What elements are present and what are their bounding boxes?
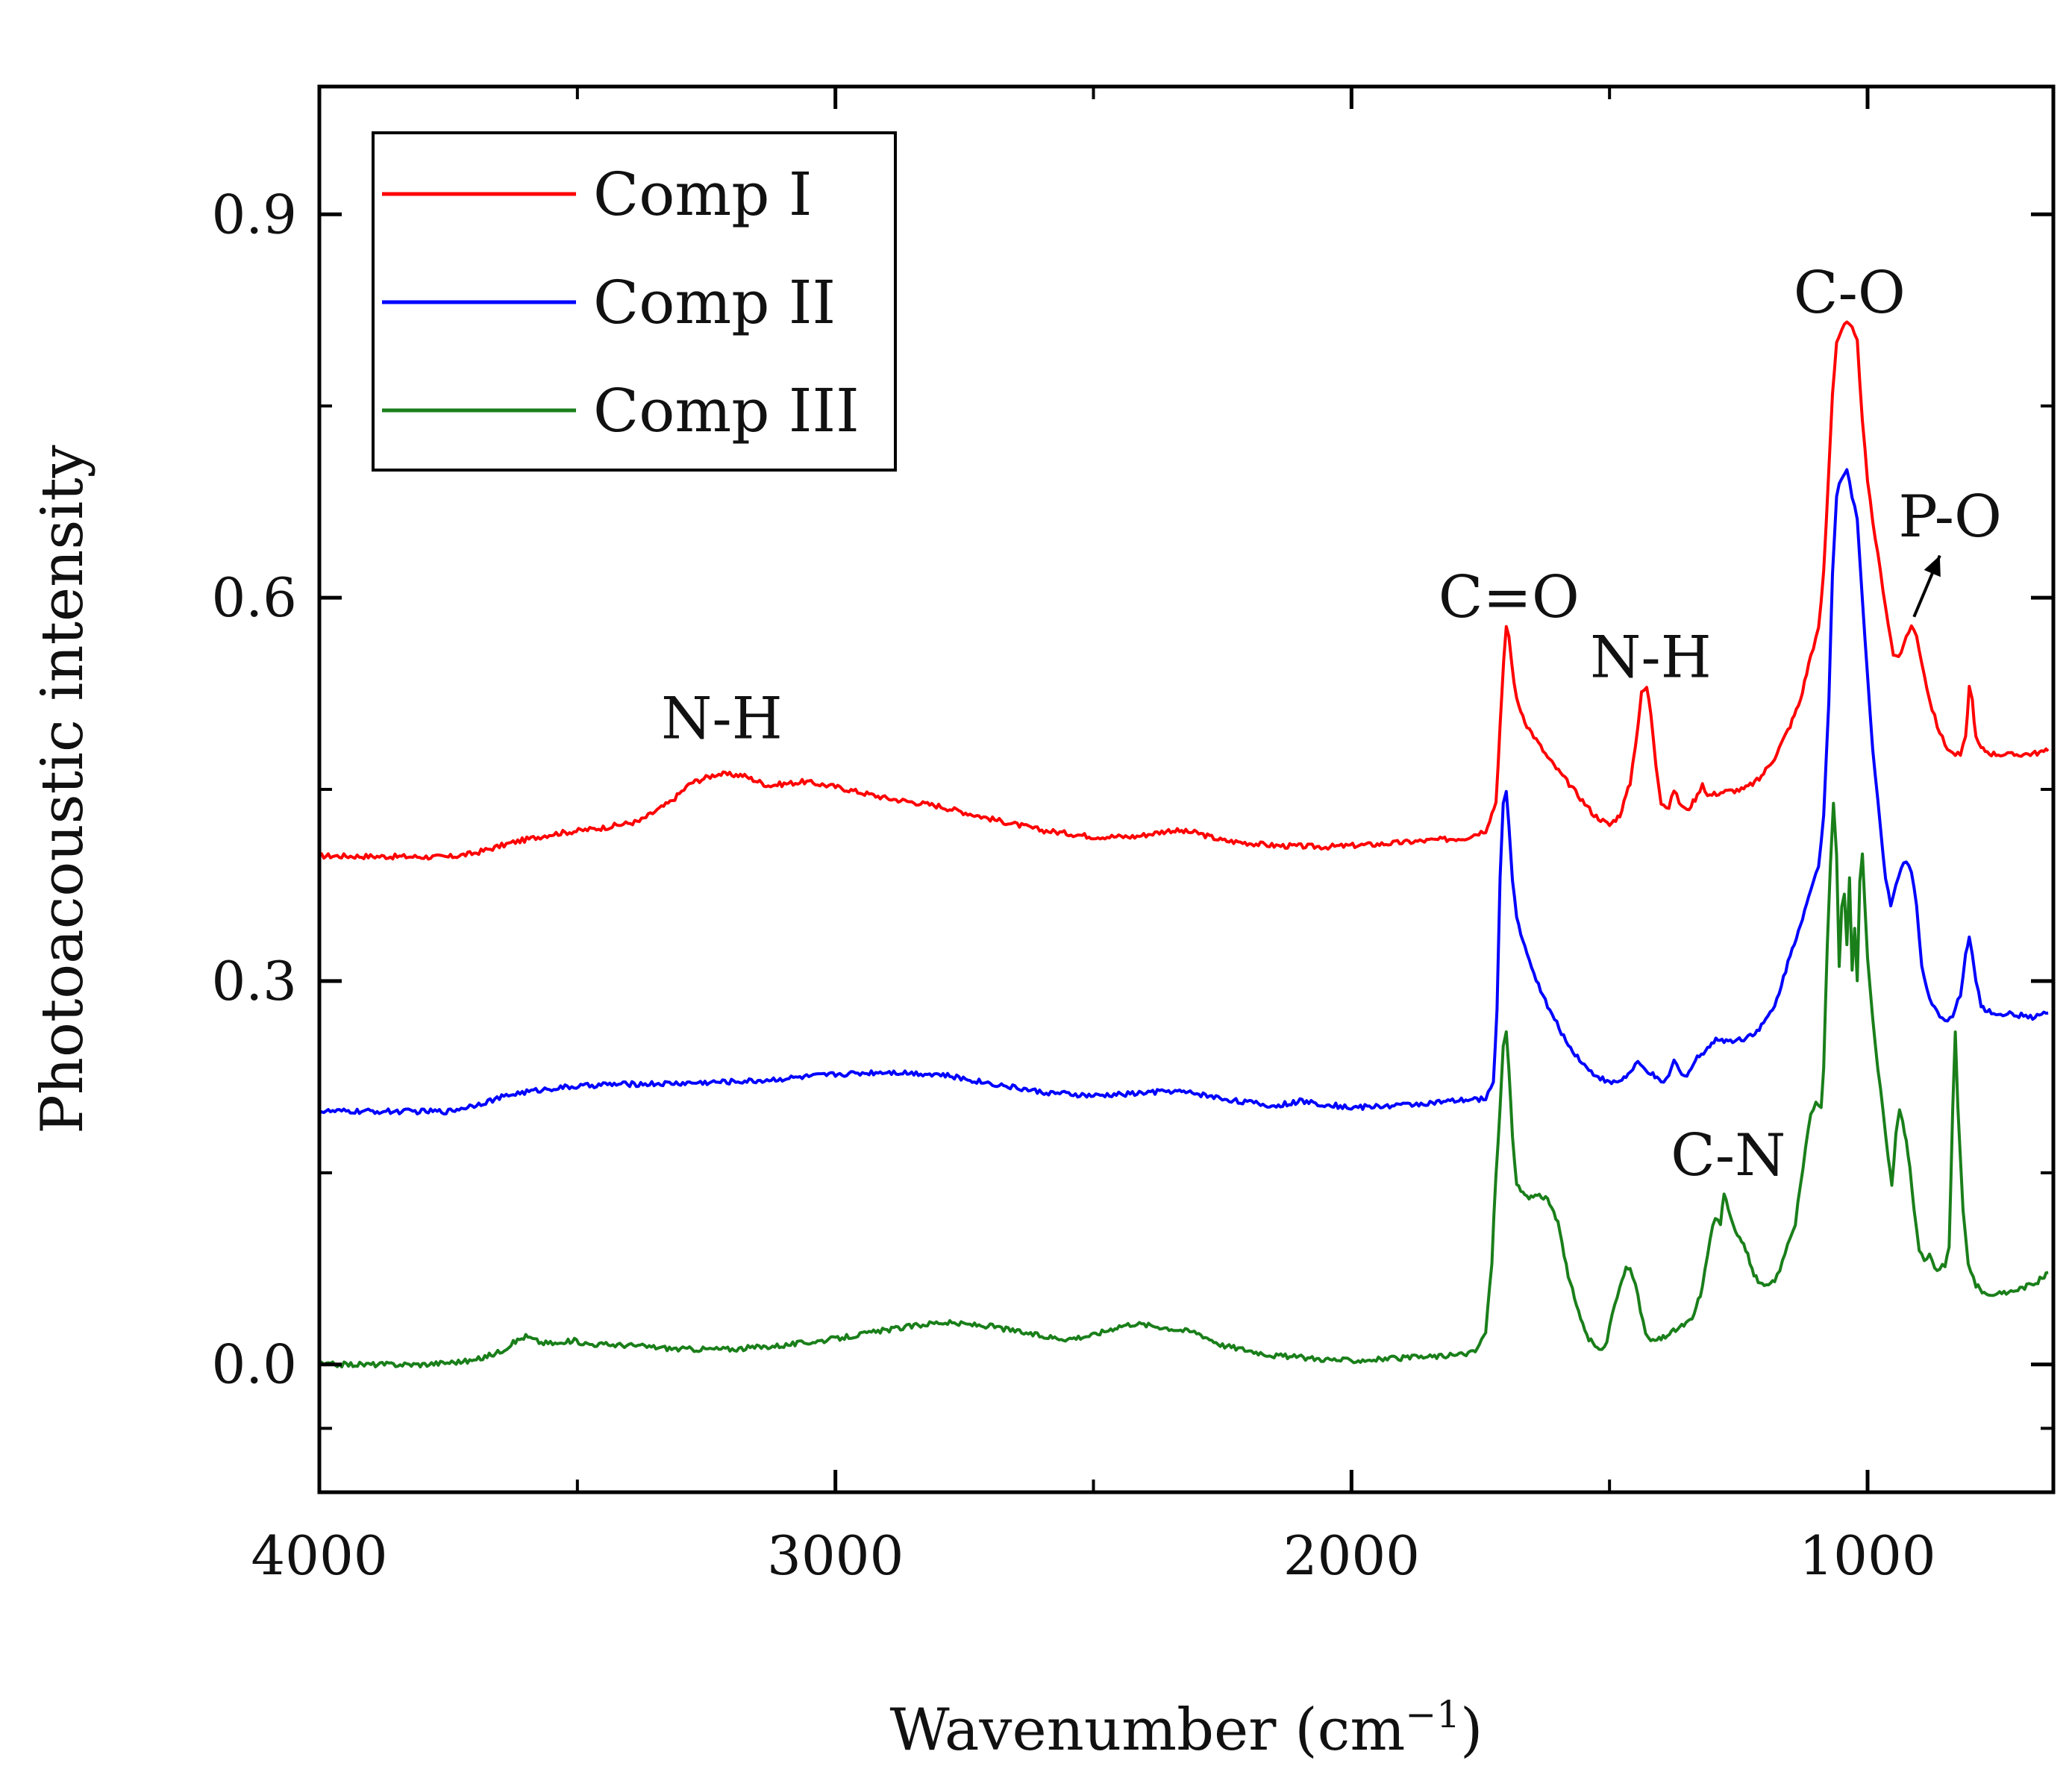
series-line-2 [318,468,2049,1115]
peak-annotation: C-N [1671,1122,1785,1189]
y-axis-title: Photoacoustic intensity [29,445,96,1133]
legend-label: Comp III [593,376,860,445]
x-axis-title: Wavenumber (cm−1) [890,1693,1483,1764]
x-tick-label: 3000 [767,1524,904,1587]
x-axis-title-close: ) [1460,1697,1483,1764]
plot-area-frame [317,84,2056,1494]
y-tick-label: 0.3 [211,950,297,1012]
series-line-1 [319,320,2050,861]
series-layer [318,320,2050,1368]
y-tick-label: 0.6 [211,566,297,629]
legend-label: Comp II [593,268,836,337]
y-tick-label: 0.0 [211,1333,297,1396]
legend-label: Comp I [593,160,812,229]
x-axis-title-superscript: −1 [1405,1693,1460,1736]
x-tick-label: 4000 [251,1524,387,1587]
x-tick-label: 2000 [1283,1524,1420,1587]
x-axis-title-main: Wavenumber (cm [890,1697,1406,1764]
series-line-3 [318,801,2049,1368]
peak-annotation: C=O [1439,564,1580,631]
peak-annotation: C-O [1794,260,1906,327]
legend: Comp I Comp II Comp III [372,131,897,472]
annotation-arrow-head [1924,555,1941,577]
peak-annotation: N-H [1590,624,1712,691]
peak-annotation: N-H [661,685,783,752]
peak-annotation: P-O [1898,483,2002,551]
y-tick-label: 0.9 [211,183,297,245]
x-tick-label: 1000 [1799,1524,1935,1587]
annotations-layer: N-HC=ON-HC-NC-OP-O [661,260,2002,1189]
ticks-layer: 4000 3000 2000 1000 0.0 0.3 0.6 0.9 [211,87,2053,1587]
